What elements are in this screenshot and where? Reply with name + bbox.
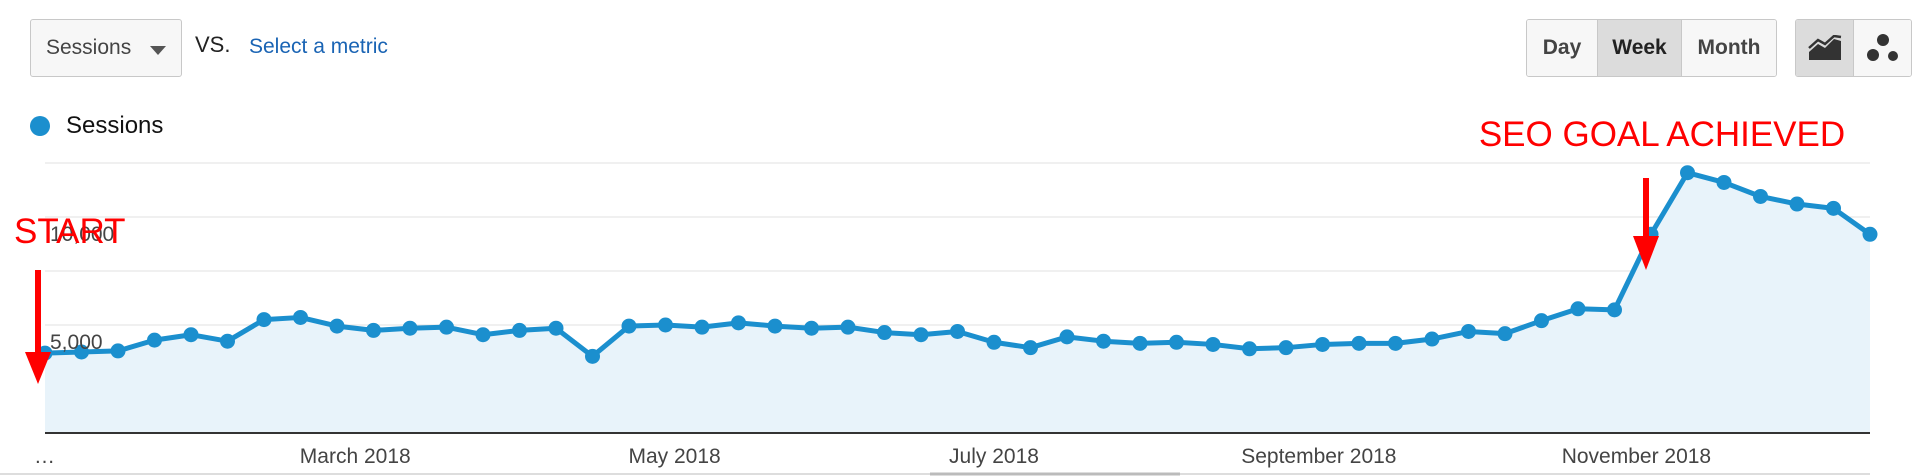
legend-series-label: Sessions	[66, 112, 164, 139]
data-point	[585, 348, 600, 364]
data-point	[1570, 301, 1586, 317]
data-point	[1132, 335, 1148, 351]
legend-series-marker	[30, 116, 50, 136]
x-tick-label: September 2018	[1241, 445, 1396, 468]
data-point	[1826, 200, 1841, 216]
data-point	[1753, 188, 1768, 204]
data-point	[986, 334, 1002, 350]
chevron-down-icon	[150, 46, 166, 55]
annotation-start-label: START	[14, 212, 126, 251]
week-button[interactable]: Week	[1598, 20, 1682, 76]
data-point	[1461, 323, 1476, 339]
data-point	[439, 319, 454, 335]
data-point	[1497, 326, 1513, 342]
data-point	[74, 344, 89, 360]
data-point	[1862, 226, 1878, 242]
data-point	[1169, 334, 1184, 350]
data-point	[220, 333, 235, 349]
data-point	[840, 319, 856, 335]
data-point	[1059, 329, 1075, 345]
data-point	[658, 317, 673, 333]
period-toggle-group: Day Week Month	[1526, 19, 1777, 77]
x-tick-label: March 2018	[300, 445, 411, 468]
annotation-start-arrow-head	[25, 352, 51, 384]
vs-label: VS.	[195, 32, 231, 57]
annotation-goal-label: SEO GOAL ACHIEVED	[1479, 115, 1845, 154]
chart-toolbar: Sessions VS. Select a metric Day Week Mo…	[0, 0, 1924, 100]
x-tick-label: July 2018	[949, 445, 1039, 468]
data-point	[1242, 341, 1257, 357]
data-point	[183, 327, 199, 343]
month-button[interactable]: Month	[1682, 20, 1776, 76]
data-point	[1680, 165, 1695, 181]
series-area-fill	[45, 172, 1870, 433]
data-point	[293, 309, 308, 325]
data-point	[402, 320, 418, 336]
data-point	[804, 320, 819, 336]
metric-select-value: Sessions	[46, 36, 132, 59]
annotation-goal-arrow-head	[1633, 236, 1659, 270]
data-point	[950, 323, 965, 339]
data-point	[329, 318, 345, 334]
data-point	[548, 320, 564, 336]
data-point	[1205, 336, 1221, 352]
motion-chart-icon	[1866, 34, 1898, 61]
data-point	[877, 325, 892, 341]
data-point	[110, 343, 126, 359]
data-point	[913, 327, 929, 343]
metric-select[interactable]: Sessions	[30, 19, 182, 77]
data-point	[1096, 333, 1111, 349]
day-button[interactable]: Day	[1527, 20, 1598, 76]
data-point	[366, 322, 381, 338]
data-point	[1023, 340, 1038, 356]
data-point	[1607, 302, 1622, 318]
x-tick-label: May 2018	[629, 445, 721, 468]
data-point	[1315, 336, 1330, 352]
data-point	[1424, 331, 1440, 347]
data-point	[694, 319, 710, 335]
data-point	[147, 332, 162, 348]
y-tick-label: 5,000	[50, 331, 103, 354]
data-point	[256, 312, 272, 328]
data-point	[1716, 174, 1732, 190]
data-point	[1278, 340, 1294, 356]
data-point	[731, 315, 746, 331]
select-metric-link[interactable]: Select a metric	[249, 35, 388, 58]
data-point	[1534, 313, 1549, 329]
chart-legend: Sessions	[30, 112, 163, 140]
x-tick-label: November 2018	[1562, 445, 1711, 468]
line-chart-view-button[interactable]	[1796, 20, 1854, 76]
x-tick-label: …	[34, 445, 55, 468]
chart-view-toggle-group	[1795, 19, 1912, 77]
line-chart-icon	[1807, 35, 1841, 60]
data-point	[621, 318, 637, 334]
motion-chart-view-button[interactable]	[1854, 20, 1911, 76]
data-point	[1351, 335, 1367, 351]
y-tick-label: 10,000	[50, 223, 114, 246]
data-point	[767, 318, 783, 334]
data-point	[475, 327, 491, 343]
data-point	[512, 322, 527, 338]
data-point	[1789, 196, 1805, 212]
data-point	[1388, 335, 1403, 351]
